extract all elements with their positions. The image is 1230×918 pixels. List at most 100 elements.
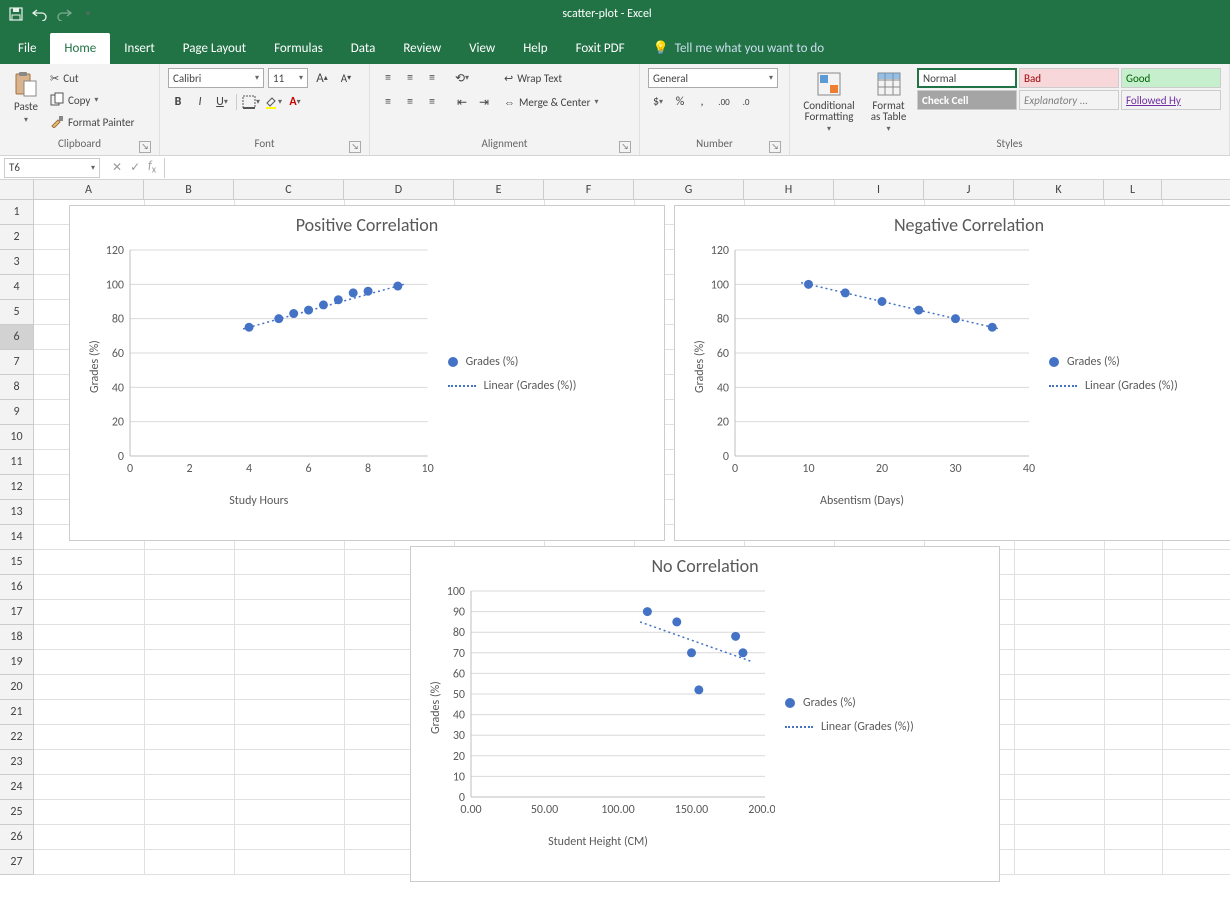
save-icon[interactable] (8, 6, 24, 22)
decrease-indent-icon[interactable]: ⇤ (452, 92, 472, 112)
style-check-cell[interactable]: Check Cell (917, 90, 1017, 110)
tab-foxit-pdf[interactable]: Foxit PDF (562, 33, 639, 64)
alignment-launcher[interactable]: ↘ (619, 141, 631, 153)
number-format-combo[interactable]: General▾ (648, 68, 778, 88)
bold-button[interactable]: B (168, 92, 188, 112)
align-right-icon[interactable]: ≡ (422, 92, 442, 112)
column-header[interactable]: F (544, 180, 634, 199)
row-header[interactable]: 18 (0, 625, 33, 650)
tell-me[interactable]: 💡Tell me what you want to do (639, 33, 839, 64)
row-header[interactable]: 7 (0, 350, 33, 375)
row-header[interactable]: 26 (0, 825, 33, 850)
copy-button[interactable]: Copy▾ (50, 90, 134, 110)
font-launcher[interactable]: ↘ (349, 141, 361, 153)
underline-button[interactable]: U▾ (212, 92, 232, 112)
style-normal[interactable]: Normal (917, 68, 1017, 88)
paste-button[interactable]: Paste ▾ (8, 68, 44, 127)
conditional-formatting-button[interactable]: Conditional Formatting▾ (798, 68, 860, 136)
column-header[interactable]: A (34, 180, 144, 199)
fill-color-button[interactable]: ▾ (263, 92, 283, 112)
enter-formula-icon[interactable]: ✓ (130, 160, 140, 175)
borders-button[interactable]: ▾ (241, 92, 261, 112)
row-header[interactable]: 25 (0, 800, 33, 825)
row-header[interactable]: 4 (0, 275, 33, 300)
tab-review[interactable]: Review (389, 33, 455, 64)
column-header[interactable]: G (634, 180, 744, 199)
font-size-combo[interactable]: 11▾ (268, 68, 308, 88)
style-bad[interactable]: Bad (1019, 68, 1119, 88)
decrease-font-icon[interactable]: A▾ (336, 68, 356, 88)
row-header[interactable]: 2 (0, 225, 33, 250)
cell-styles-gallery[interactable]: Normal Bad Good Check Cell Explanatory .… (917, 68, 1221, 110)
column-header[interactable]: H (744, 180, 834, 199)
row-header[interactable]: 10 (0, 425, 33, 450)
chart-positive-correlation[interactable]: Positive CorrelationGrades (%)0204060801… (69, 205, 665, 541)
column-header[interactable]: E (454, 180, 544, 199)
align-center-icon[interactable]: ≡ (400, 92, 420, 112)
increase-font-icon[interactable]: A▴ (312, 68, 332, 88)
column-header[interactable]: D (344, 180, 454, 199)
cut-button[interactable]: ✂Cut (50, 68, 134, 88)
spreadsheet-grid[interactable]: ABCDEFGHIJKL 123456789101112131415161718… (0, 180, 1230, 918)
row-header[interactable]: 14 (0, 525, 33, 550)
row-header[interactable]: 17 (0, 600, 33, 625)
row-header[interactable]: 16 (0, 575, 33, 600)
tab-page-layout[interactable]: Page Layout (169, 33, 260, 64)
row-header[interactable]: 27 (0, 850, 33, 875)
align-bottom-icon[interactable]: ≡ (422, 68, 442, 88)
row-header[interactable]: 1 (0, 200, 33, 225)
row-header[interactable]: 15 (0, 550, 33, 575)
row-header[interactable]: 11 (0, 450, 33, 475)
row-header[interactable]: 23 (0, 750, 33, 775)
increase-indent-icon[interactable]: ⇥ (474, 92, 494, 112)
column-header[interactable]: B (144, 180, 234, 199)
tab-file[interactable]: File (4, 33, 50, 64)
cancel-formula-icon[interactable]: ✕ (112, 160, 122, 175)
font-color-button[interactable]: A▾ (285, 92, 305, 112)
chart-no-correlation[interactable]: No CorrelationGrades (%)0102030405060708… (410, 546, 1000, 882)
column-header[interactable]: J (924, 180, 1014, 199)
tab-help[interactable]: Help (509, 33, 561, 64)
orientation-icon[interactable]: ⟲▾ (452, 68, 472, 88)
row-header[interactable]: 13 (0, 500, 33, 525)
row-header[interactable]: 22 (0, 725, 33, 750)
column-header[interactable]: C (234, 180, 344, 199)
select-all-corner[interactable] (0, 180, 34, 199)
italic-button[interactable]: I (190, 92, 210, 112)
align-middle-icon[interactable]: ≡ (400, 68, 420, 88)
name-box[interactable]: T6▾ (4, 158, 100, 178)
column-header[interactable]: K (1014, 180, 1104, 199)
row-header[interactable]: 12 (0, 475, 33, 500)
row-header[interactable]: 21 (0, 700, 33, 725)
row-header[interactable]: 5 (0, 300, 33, 325)
font-name-combo[interactable]: Calibri▾ (168, 68, 264, 88)
row-header[interactable]: 19 (0, 650, 33, 675)
align-left-icon[interactable]: ≡ (378, 92, 398, 112)
percent-icon[interactable]: % (670, 92, 690, 112)
increase-decimal-icon[interactable]: .00 (714, 92, 734, 112)
row-header[interactable]: 24 (0, 775, 33, 800)
align-top-icon[interactable]: ≡ (378, 68, 398, 88)
formula-input[interactable] (164, 158, 1230, 178)
tab-home[interactable]: Home (50, 33, 110, 64)
chart-negative-correlation[interactable]: Negative CorrelationGrades (%)0204060801… (674, 205, 1230, 541)
currency-icon[interactable]: $▾ (648, 92, 668, 112)
row-header[interactable]: 20 (0, 675, 33, 700)
clipboard-launcher[interactable]: ↘ (139, 141, 151, 153)
row-header[interactable]: 8 (0, 375, 33, 400)
qat-dropdown-icon[interactable]: ▾ (80, 6, 96, 22)
undo-icon[interactable] (32, 6, 48, 22)
tab-view[interactable]: View (455, 33, 509, 64)
merge-center-button[interactable]: ⇔Merge & Center▾ (504, 92, 599, 112)
tab-formulas[interactable]: Formulas (260, 33, 337, 64)
tab-insert[interactable]: Insert (110, 33, 169, 64)
wrap-text-button[interactable]: ↩Wrap Text (504, 68, 599, 88)
comma-icon[interactable]: , (692, 92, 712, 112)
number-launcher[interactable]: ↘ (769, 141, 781, 153)
fx-icon[interactable]: fx (148, 159, 156, 175)
tab-data[interactable]: Data (337, 33, 390, 64)
style-explanatory[interactable]: Explanatory ... (1019, 90, 1119, 110)
row-header[interactable]: 9 (0, 400, 33, 425)
style-followed-hyperlink[interactable]: Followed Hy (1121, 90, 1221, 110)
row-header[interactable]: 6 (0, 325, 33, 350)
